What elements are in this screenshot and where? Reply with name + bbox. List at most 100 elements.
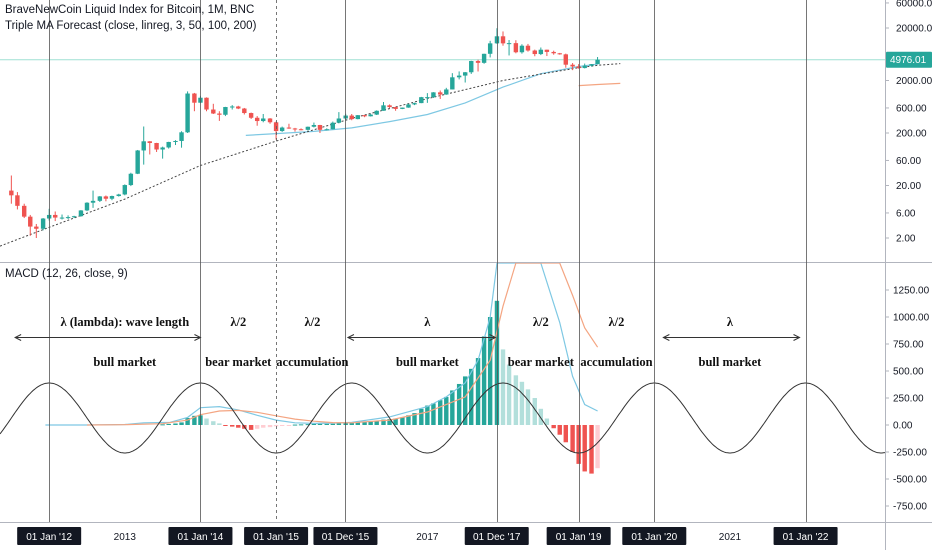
candle[interactable] bbox=[513, 40, 519, 54]
candle[interactable] bbox=[576, 64, 581, 69]
time-label-boxed[interactable]: 01 Jan '15 bbox=[244, 527, 309, 545]
candle[interactable] bbox=[506, 40, 512, 56]
candle[interactable] bbox=[84, 202, 90, 212]
candle[interactable] bbox=[286, 123, 292, 129]
candle[interactable] bbox=[90, 190, 96, 208]
time-label-boxed[interactable]: 01 Jan '12 bbox=[17, 527, 82, 545]
time-label-boxed[interactable]: 01 Jan '20 bbox=[622, 527, 687, 545]
candle[interactable] bbox=[525, 43, 531, 52]
candle[interactable] bbox=[469, 60, 474, 74]
indicator-legend[interactable]: Triple MA Forecast (close, linreg, 3, 50… bbox=[5, 20, 257, 32]
candle[interactable] bbox=[317, 124, 323, 133]
candle[interactable] bbox=[589, 64, 594, 67]
candle[interactable] bbox=[103, 195, 109, 202]
candle[interactable] bbox=[15, 192, 20, 210]
candle[interactable] bbox=[487, 40, 493, 58]
candle[interactable] bbox=[336, 112, 342, 124]
candle[interactable] bbox=[185, 91, 190, 133]
candle[interactable] bbox=[65, 215, 71, 220]
candle[interactable] bbox=[324, 128, 329, 131]
time-label-boxed[interactable]: 01 Jan '22 bbox=[773, 527, 838, 545]
candle[interactable] bbox=[298, 128, 304, 131]
candle[interactable] bbox=[462, 72, 468, 83]
candle[interactable] bbox=[500, 31, 506, 46]
candle[interactable] bbox=[311, 122, 317, 128]
candle[interactable] bbox=[494, 28, 500, 44]
candle[interactable] bbox=[261, 114, 266, 123]
candle[interactable] bbox=[393, 106, 398, 111]
candle[interactable] bbox=[425, 93, 430, 103]
candle[interactable] bbox=[538, 47, 544, 56]
candle[interactable] bbox=[254, 116, 260, 126]
candle[interactable] bbox=[223, 106, 228, 117]
candle[interactable] bbox=[563, 53, 569, 68]
candle[interactable] bbox=[400, 107, 405, 110]
candle[interactable] bbox=[211, 103, 216, 115]
candle[interactable] bbox=[217, 111, 222, 121]
time-label-boxed[interactable]: 01 Dec '17 bbox=[464, 527, 529, 545]
candle[interactable] bbox=[40, 218, 46, 231]
candle[interactable] bbox=[179, 131, 184, 148]
candle[interactable] bbox=[544, 49, 550, 57]
candle[interactable] bbox=[519, 44, 525, 54]
candle[interactable] bbox=[406, 103, 411, 108]
candle[interactable] bbox=[557, 52, 562, 55]
candle[interactable] bbox=[349, 114, 354, 121]
candle[interactable] bbox=[532, 49, 537, 57]
candle[interactable] bbox=[154, 142, 159, 152]
candle[interactable] bbox=[330, 121, 336, 130]
last-price-badge[interactable]: 4976.01 bbox=[886, 51, 932, 68]
candle[interactable] bbox=[292, 127, 298, 132]
candle[interactable] bbox=[438, 90, 443, 99]
candle[interactable] bbox=[230, 105, 235, 110]
candle[interactable] bbox=[71, 215, 77, 219]
time-label-boxed[interactable]: 01 Jan '14 bbox=[168, 527, 233, 545]
candle[interactable] bbox=[595, 57, 600, 65]
candle[interactable] bbox=[204, 97, 209, 112]
candle[interactable] bbox=[273, 121, 279, 140]
candle[interactable] bbox=[109, 195, 115, 201]
candle[interactable] bbox=[582, 63, 587, 69]
candle[interactable] bbox=[116, 193, 121, 197]
candle[interactable] bbox=[481, 53, 487, 64]
candle[interactable] bbox=[135, 149, 140, 175]
time-label-boxed[interactable]: 01 Jan '19 bbox=[546, 527, 611, 545]
candle[interactable] bbox=[147, 141, 152, 155]
candle[interactable] bbox=[28, 214, 33, 236]
candle[interactable] bbox=[431, 92, 436, 98]
candle[interactable] bbox=[9, 175, 14, 204]
candle[interactable] bbox=[21, 203, 27, 219]
candle[interactable] bbox=[419, 96, 424, 104]
candle[interactable] bbox=[475, 59, 481, 72]
candle[interactable] bbox=[279, 126, 285, 132]
candle[interactable] bbox=[412, 102, 417, 106]
candle[interactable] bbox=[34, 223, 39, 238]
candle[interactable] bbox=[305, 126, 311, 131]
candle[interactable] bbox=[444, 87, 449, 95]
candle[interactable] bbox=[160, 146, 165, 159]
candle[interactable] bbox=[122, 184, 128, 196]
candle[interactable] bbox=[456, 71, 462, 80]
candle[interactable] bbox=[173, 140, 178, 146]
candle[interactable] bbox=[551, 50, 556, 55]
candle[interactable] bbox=[267, 118, 273, 124]
symbol-title[interactable]: BraveNewCoin Liquid Index for Bitcoin, 1… bbox=[5, 4, 255, 16]
candle[interactable] bbox=[362, 115, 367, 118]
candle[interactable] bbox=[97, 196, 103, 202]
candle[interactable] bbox=[381, 101, 386, 111]
candle[interactable] bbox=[166, 141, 171, 149]
candle[interactable] bbox=[141, 126, 146, 165]
candle[interactable] bbox=[248, 112, 254, 119]
macd-legend[interactable]: MACD (12, 26, close, 9) bbox=[5, 268, 128, 280]
candle[interactable] bbox=[53, 211, 58, 222]
time-label-boxed[interactable]: 01 Dec '15 bbox=[313, 527, 378, 545]
candle[interactable] bbox=[450, 73, 455, 90]
candle[interactable] bbox=[78, 210, 84, 217]
candle[interactable] bbox=[374, 110, 379, 116]
candle[interactable] bbox=[236, 105, 241, 110]
candle[interactable] bbox=[128, 172, 134, 187]
candle[interactable] bbox=[387, 104, 392, 108]
candle[interactable] bbox=[59, 214, 65, 220]
candle[interactable] bbox=[242, 107, 247, 115]
candle[interactable] bbox=[570, 63, 575, 71]
